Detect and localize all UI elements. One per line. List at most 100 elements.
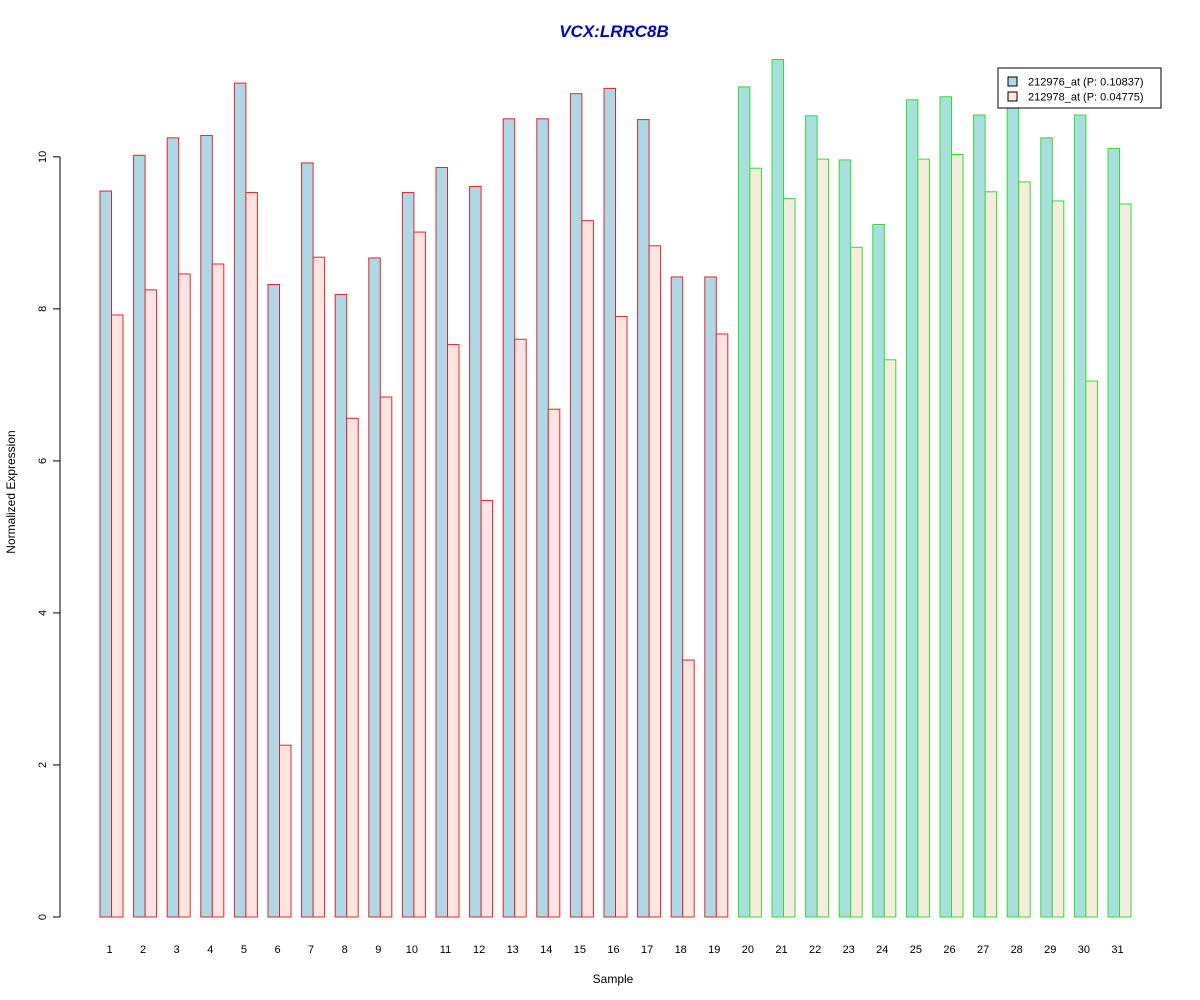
x-tick-label-16: 16 [607,944,619,956]
bar-sample-11-series-2 [447,344,460,918]
x-tick-label-31: 31 [1111,944,1123,956]
x-tick-label-14: 14 [540,944,552,956]
bar-sample-11-series-1 [435,166,448,918]
bar-sample-1-series-1 [99,190,112,918]
y-tick-label-4: 4 [37,610,49,616]
x-tick-label-27: 27 [977,944,989,956]
bar-sample-26-series-1 [939,96,952,918]
y-tick-label-8: 8 [37,306,49,312]
bar-sample-25-series-2 [917,158,930,918]
x-tick-label-28: 28 [1011,944,1023,956]
bar-sample-28-series-1 [1006,91,1020,918]
bar-sample-25-series-1 [905,99,919,918]
bar-sample-31-series-1 [1107,147,1120,918]
bar-sample-9-series-2 [379,396,393,918]
x-tick-label-12: 12 [473,944,485,956]
bar-sample-5-series-1 [233,82,247,918]
bar-sample-2-series-2 [144,289,158,918]
bar-sample-8-series-1 [334,293,348,918]
legend-label-1: 212976_at (P: 0.10837) [1028,77,1144,89]
x-tick-label-21: 21 [775,944,787,956]
bar-sample-21-series-2 [783,198,796,918]
x-tick-label-5: 5 [241,944,247,956]
legend-label-2: 212978_at (P: 0.04775) [1028,92,1144,104]
legend-box [997,67,1162,109]
y-axis-label: Normalized Expression [4,430,18,553]
bar-sample-22-series-1 [805,115,818,918]
bar-sample-15-series-1 [569,93,583,918]
bar-sample-20-series-1 [737,86,751,918]
bar-sample-2-series-1 [133,154,146,918]
y-tick-label-0: 0 [37,914,49,920]
bar-sample-19-series-2 [715,333,729,918]
x-tick-label-1: 1 [106,944,112,956]
bar-sample-27-series-1 [973,114,986,918]
x-axis-label: Sample [593,972,634,986]
bar-sample-21-series-1 [771,59,784,918]
bar-sample-10-series-2 [413,231,426,918]
legend-swatch-1 [1007,76,1018,87]
x-tick-label-19: 19 [708,944,720,956]
bar-sample-31-series-2 [1119,203,1132,918]
bar-sample-7-series-1 [301,162,314,918]
bar-sample-23-series-2 [850,246,863,918]
x-tick-label-8: 8 [342,944,348,956]
x-tick-label-10: 10 [406,944,418,956]
x-tick-label-30: 30 [1078,944,1090,956]
bar-sample-8-series-2 [346,417,359,918]
bar-sample-13-series-2 [514,338,527,918]
x-tick-label-29: 29 [1044,944,1056,956]
bar-sample-23-series-1 [838,159,852,918]
x-tick-label-9: 9 [375,944,381,956]
bar-sample-18-series-1 [670,276,684,918]
bar-sample-12-series-2 [480,499,494,918]
bar-sample-3-series-1 [166,137,180,918]
bar-sample-16-series-1 [603,87,616,918]
bar-sample-19-series-1 [704,276,717,918]
x-tick-label-25: 25 [910,944,922,956]
y-axis: 0 2 4 6 8 10 [37,151,61,920]
chart-title: VCX:LRRC8B [559,22,669,41]
bar-sample-27-series-2 [984,191,998,918]
bar-sample-14-series-1 [536,118,549,918]
x-tick-label-11: 11 [440,944,451,956]
y-tick-label-2: 2 [37,762,49,768]
bar-sample-20-series-2 [749,167,762,918]
x-tick-label-20: 20 [742,944,754,956]
bar-sample-26-series-2 [951,154,964,918]
bar-sample-1-series-2 [111,314,124,918]
bar-sample-24-series-1 [872,223,885,918]
x-tick-label-15: 15 [574,944,586,956]
bar-sample-13-series-1 [502,118,516,918]
x-tick-label-26: 26 [943,944,955,956]
x-tick-label-6: 6 [274,944,280,956]
bar-sample-12-series-1 [469,185,482,918]
y-tick-label-6: 6 [37,458,49,464]
bar-sample-6-series-2 [279,744,292,918]
x-tick-label-4: 4 [207,944,213,956]
bars-group [99,59,1132,918]
bar-sample-5-series-2 [245,192,258,918]
bar-sample-17-series-1 [637,119,650,918]
bar-sample-17-series-2 [648,245,662,918]
bar-sample-30-series-1 [1073,114,1087,918]
x-tick-label-13: 13 [507,944,519,956]
bar-sample-7-series-2 [312,256,326,918]
y-tick-label-10: 10 [37,151,49,163]
bar-sample-28-series-2 [1018,181,1031,918]
bar-sample-4-series-1 [200,135,213,918]
bar-sample-22-series-2 [816,158,830,918]
x-tick-label-24: 24 [876,944,888,956]
x-tick-label-2: 2 [140,944,146,956]
legend: 212976_at (P: 0.10837) 212978_at (P: 0.04… [997,67,1162,109]
bar-sample-18-series-2 [682,659,695,918]
x-tick-label-17: 17 [641,944,653,956]
bar-sample-29-series-1 [1040,137,1053,918]
bar-sample-3-series-2 [178,273,191,918]
x-tick-label-18: 18 [675,944,687,956]
x-tick-label-22: 22 [809,944,821,956]
bar-sample-29-series-2 [1051,200,1065,918]
bar-sample-30-series-2 [1085,380,1098,918]
x-tick-label-23: 23 [843,944,855,956]
